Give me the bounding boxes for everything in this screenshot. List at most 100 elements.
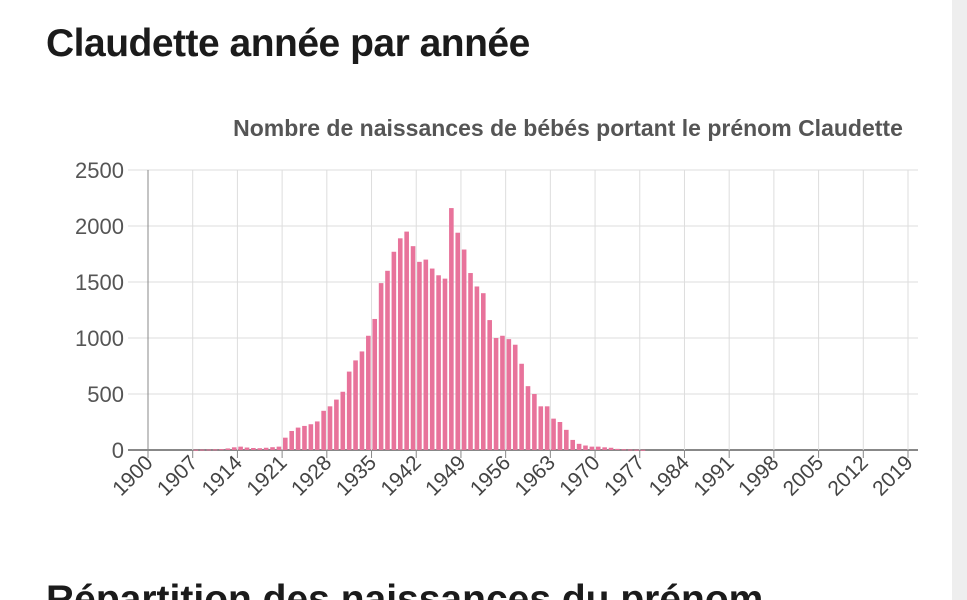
x-tick-label: 1963 bbox=[511, 451, 560, 500]
bar bbox=[270, 447, 275, 450]
bar bbox=[366, 335, 371, 450]
bar bbox=[225, 448, 231, 450]
x-tick-label: 1984 bbox=[645, 451, 695, 501]
x-tick-label: 1949 bbox=[421, 451, 470, 500]
bar bbox=[346, 371, 352, 450]
y-tick-label: 1000 bbox=[75, 326, 124, 351]
bar bbox=[512, 344, 518, 450]
bar bbox=[314, 421, 320, 450]
bar bbox=[302, 425, 307, 450]
bar bbox=[410, 246, 416, 450]
bar bbox=[219, 449, 224, 451]
bar bbox=[442, 278, 448, 450]
x-tick-label: 1935 bbox=[332, 451, 381, 500]
x-tick-label: 1991 bbox=[689, 451, 738, 500]
bar bbox=[199, 449, 205, 451]
y-tick-label: 500 bbox=[87, 382, 124, 407]
y-tick-label: 2000 bbox=[75, 214, 124, 239]
bar bbox=[238, 446, 243, 450]
bar bbox=[429, 268, 435, 450]
bar bbox=[583, 445, 588, 450]
bar bbox=[327, 406, 333, 450]
bar bbox=[353, 360, 358, 450]
bar bbox=[289, 430, 294, 450]
x-tick-label: 2012 bbox=[824, 451, 873, 500]
bar bbox=[525, 386, 531, 450]
bar bbox=[487, 320, 492, 450]
bar bbox=[423, 259, 429, 450]
x-tick-label: 1942 bbox=[376, 451, 425, 500]
bar bbox=[417, 261, 422, 450]
bar bbox=[308, 424, 314, 450]
bar bbox=[436, 275, 441, 450]
bar bbox=[480, 293, 486, 450]
bar bbox=[455, 232, 461, 450]
bar bbox=[295, 427, 301, 450]
bar bbox=[506, 339, 512, 450]
bar bbox=[321, 410, 326, 450]
bar bbox=[468, 273, 473, 450]
bar bbox=[627, 449, 633, 451]
bar bbox=[615, 448, 620, 450]
bar bbox=[589, 446, 595, 450]
x-tick-label: 2019 bbox=[868, 451, 917, 500]
x-tick-label: 1921 bbox=[242, 451, 291, 500]
bar bbox=[193, 449, 199, 451]
bar bbox=[372, 318, 378, 450]
bar bbox=[551, 418, 556, 450]
x-tick-label: 1956 bbox=[466, 451, 515, 500]
bar bbox=[461, 249, 467, 450]
bar bbox=[231, 447, 237, 450]
bar bbox=[257, 448, 263, 450]
bar bbox=[519, 363, 524, 450]
bar bbox=[621, 449, 627, 451]
y-tick-label: 0 bbox=[112, 438, 124, 463]
bar bbox=[404, 231, 409, 450]
bar bbox=[449, 208, 454, 450]
section-title: Claudette année par année bbox=[46, 22, 530, 65]
bar bbox=[493, 338, 499, 450]
bar bbox=[263, 447, 269, 450]
y-tick-label: 1500 bbox=[75, 270, 124, 295]
bar bbox=[564, 429, 569, 450]
x-tick-label: 1977 bbox=[600, 451, 649, 500]
bar bbox=[283, 437, 288, 450]
bar bbox=[385, 270, 390, 450]
bar bbox=[634, 449, 639, 451]
bar bbox=[359, 351, 365, 450]
bar bbox=[334, 399, 339, 450]
x-tick-label: 1907 bbox=[153, 451, 202, 500]
bar bbox=[576, 443, 582, 450]
right-edge-strip bbox=[952, 0, 967, 600]
bar bbox=[340, 391, 346, 450]
bar bbox=[391, 251, 397, 450]
births-chart: Nombre de naissances de bébés portant le… bbox=[75, 115, 918, 501]
bar bbox=[251, 447, 256, 450]
bar bbox=[640, 449, 646, 451]
x-tick-label: 1928 bbox=[287, 451, 336, 500]
bar bbox=[570, 439, 576, 450]
x-tick-label: 1970 bbox=[555, 451, 604, 500]
bar bbox=[212, 449, 218, 451]
chart-title: Nombre de naissances de bébés portant le… bbox=[233, 115, 903, 141]
bar bbox=[595, 446, 601, 450]
x-tick-label: 1914 bbox=[198, 451, 248, 501]
bar bbox=[532, 394, 537, 450]
bar bbox=[557, 422, 563, 450]
bar bbox=[244, 447, 250, 450]
bar bbox=[602, 447, 607, 450]
bar bbox=[538, 406, 544, 450]
bar bbox=[474, 286, 480, 450]
x-tick-label: 2005 bbox=[779, 451, 828, 500]
bar bbox=[276, 446, 282, 450]
y-tick-label: 2500 bbox=[75, 158, 124, 183]
bar bbox=[500, 335, 505, 450]
x-tick-label: 1998 bbox=[734, 451, 783, 500]
next-section-title: Répartition des naissances du prénom bbox=[46, 578, 764, 600]
bar bbox=[544, 406, 550, 450]
bar bbox=[378, 283, 384, 450]
bar bbox=[206, 449, 211, 451]
bar bbox=[397, 238, 403, 450]
bar bbox=[608, 447, 614, 450]
